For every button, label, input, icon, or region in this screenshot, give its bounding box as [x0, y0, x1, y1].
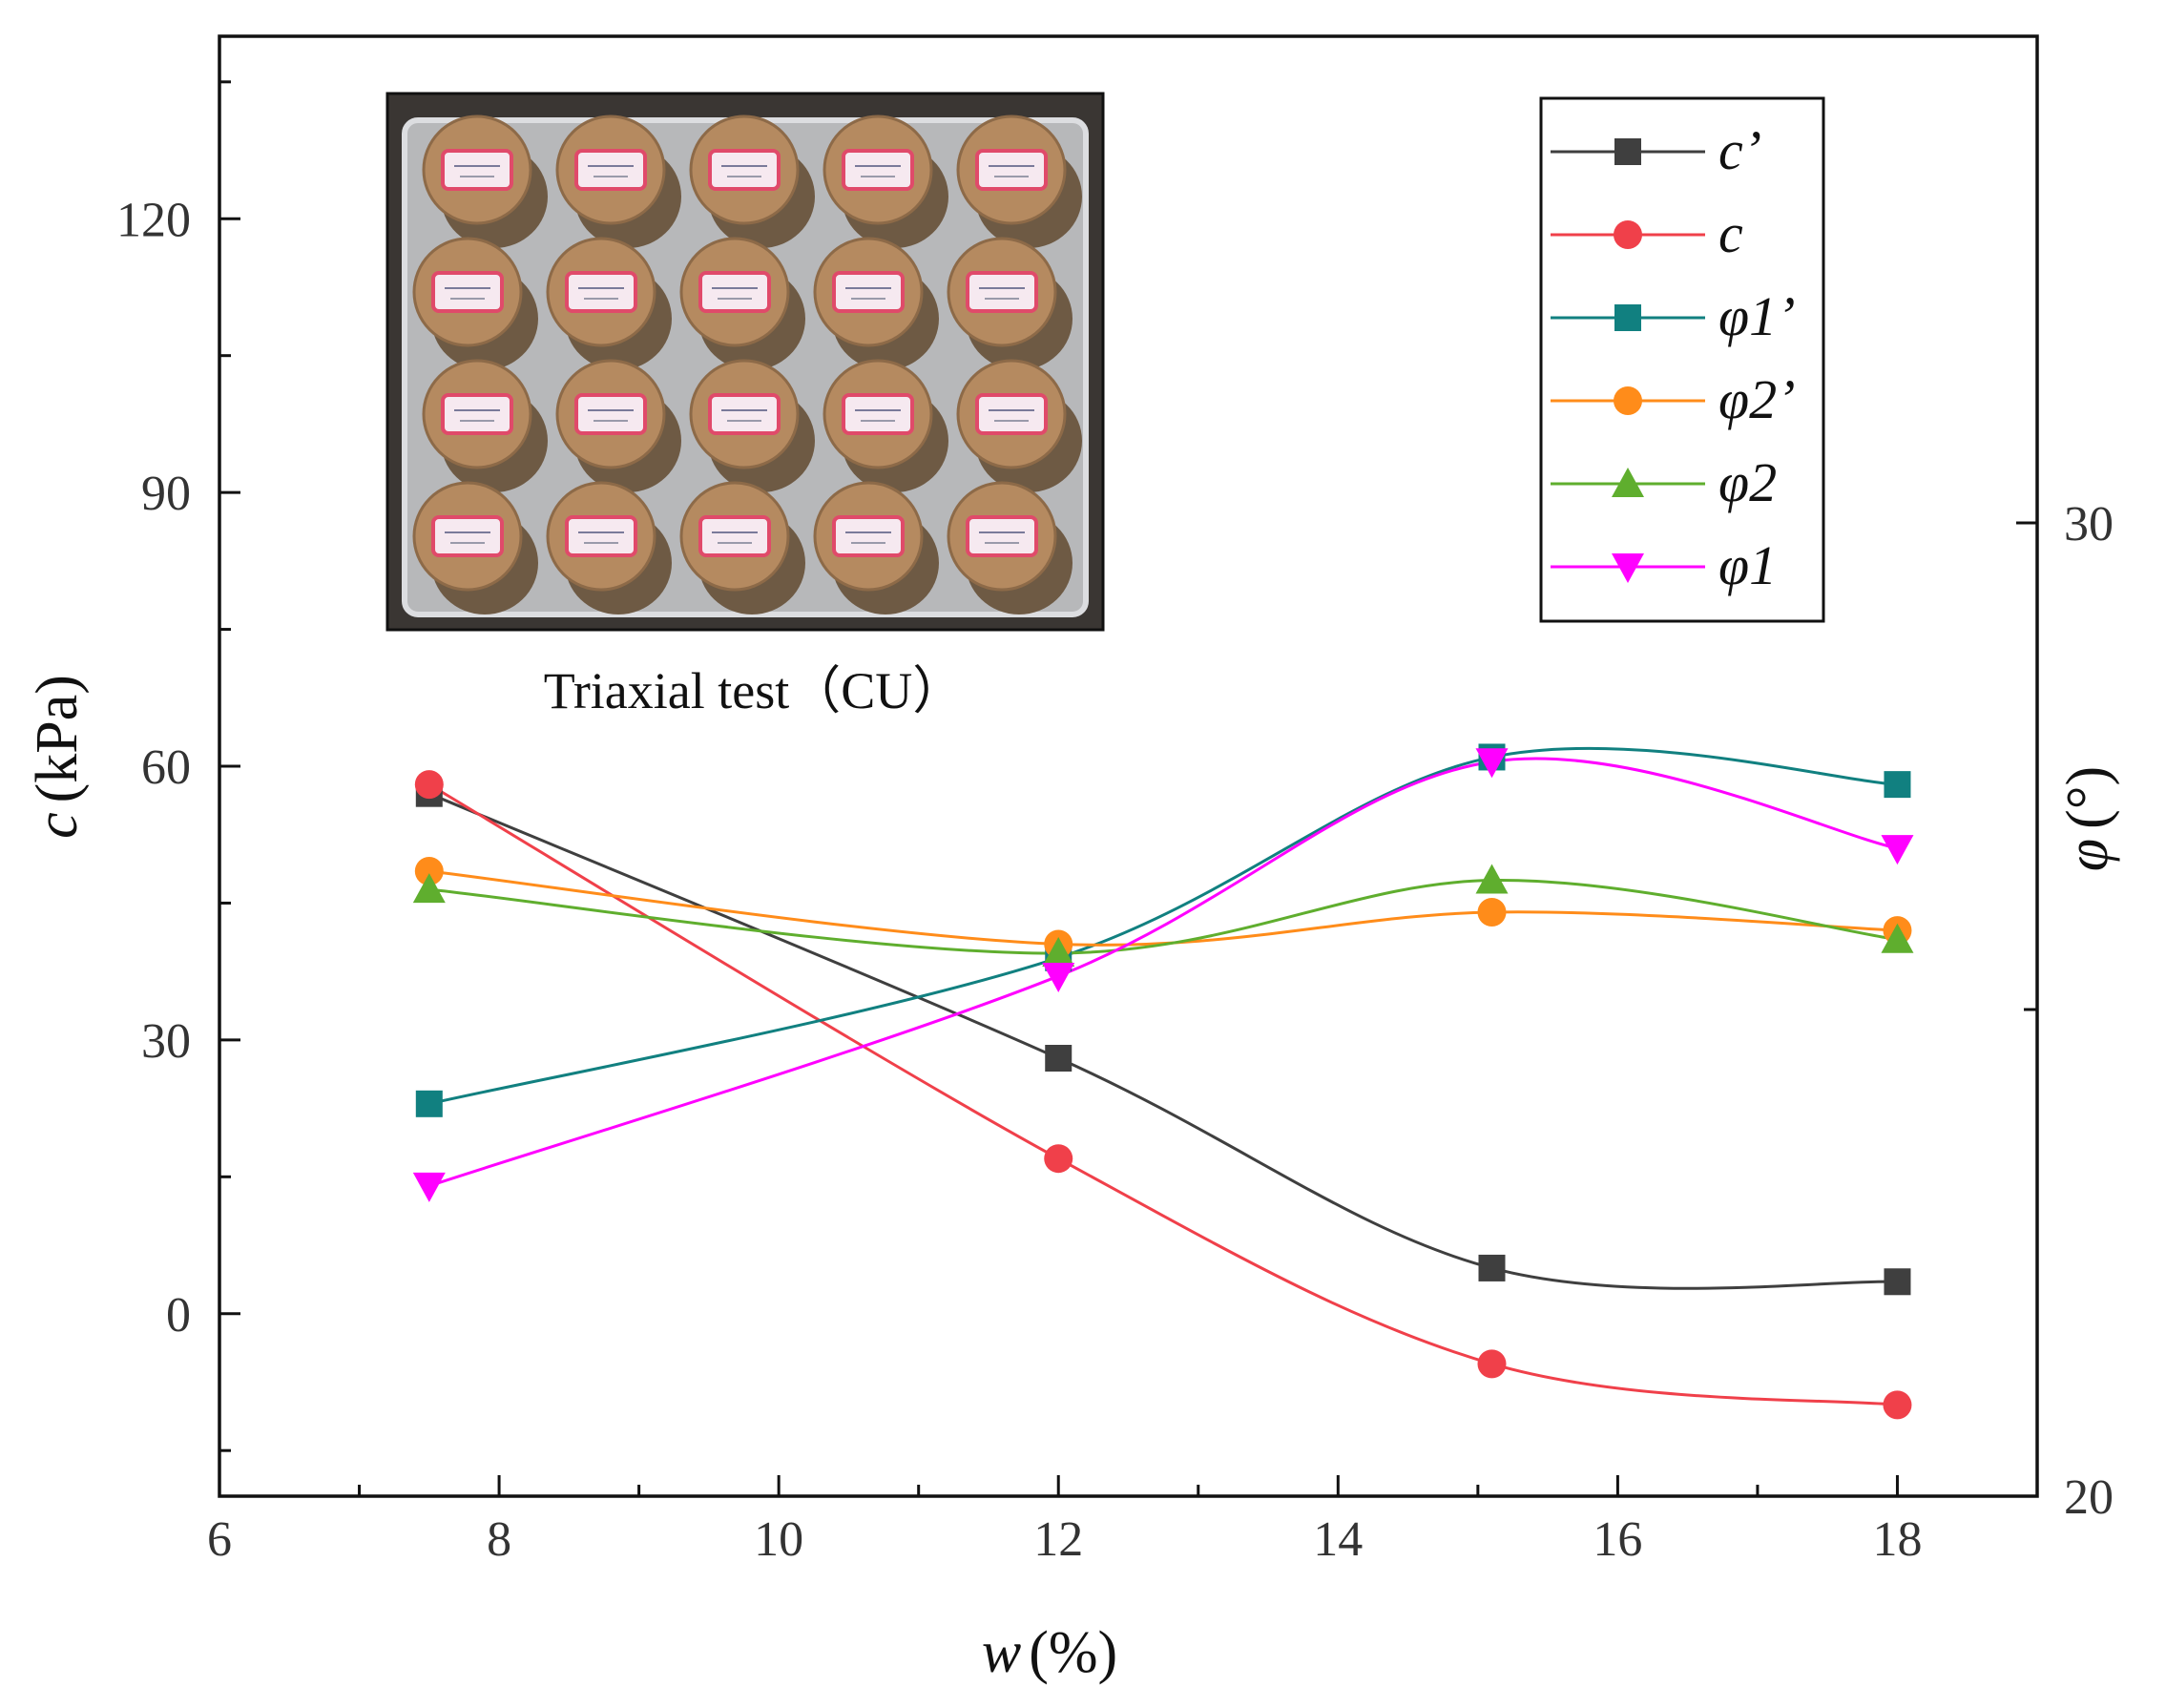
- specimen-label: [565, 515, 637, 557]
- specimen-label: [842, 393, 914, 435]
- y-left-tick-label: 120: [116, 193, 191, 247]
- data-point-c-prime: [1478, 1254, 1506, 1281]
- data-point-phi2-prime: [1477, 898, 1507, 927]
- data-point-phi2: [1475, 864, 1509, 894]
- specimen-label: [832, 515, 905, 557]
- data-point-phi1: [1475, 748, 1509, 779]
- legend-marker: [1612, 553, 1644, 583]
- series-layer: [412, 743, 1914, 1420]
- data-point-phi2-prime: [414, 856, 444, 885]
- y-axis-right-label: φ (°): [2055, 766, 2120, 871]
- y-axis-right-unit: (°): [2055, 766, 2120, 829]
- x-tick-label: 12: [1033, 1512, 1083, 1567]
- series-line-c-prime: [428, 792, 1898, 1290]
- series-line-phi2: [428, 879, 1898, 955]
- specimen-label: [565, 271, 637, 313]
- data-point-c: [1477, 1349, 1507, 1379]
- axes-layer: 6 8 10 12 14 16 18 0 30 60 90 120 20 30: [116, 34, 2114, 1567]
- data-point-c-prime: [1884, 1268, 1911, 1296]
- y-axis-left-unit: (kPa): [25, 675, 90, 802]
- data-point-phi2: [412, 873, 446, 904]
- legend-box: [1539, 96, 1825, 623]
- specimen-photo: [385, 92, 1105, 632]
- specimen-label: [842, 149, 914, 191]
- legend-marker: [1614, 304, 1641, 331]
- specimen-label: [708, 393, 781, 435]
- data-point-phi2: [1042, 937, 1075, 968]
- legend-label: c: [1718, 202, 1743, 264]
- data-point-phi1: [1042, 962, 1075, 992]
- specimen-label: [966, 515, 1038, 557]
- series-line-phi1: [428, 757, 1898, 1188]
- data-point-c: [1883, 1390, 1912, 1420]
- data-point-c: [1044, 1144, 1073, 1174]
- legend-marker: [1614, 220, 1642, 249]
- y-left-tick-label: 30: [141, 1014, 191, 1069]
- y-right-tick-label: 20: [2064, 1470, 2114, 1525]
- specimen-label: [441, 149, 513, 191]
- specimen-label: [975, 393, 1048, 435]
- x-tick-label: 6: [207, 1512, 232, 1567]
- y-axis-right-var: φ: [2055, 839, 2120, 871]
- specimen-label: [574, 149, 647, 191]
- x-axis-label: w (%): [982, 1620, 1117, 1685]
- data-point-phi1: [1881, 835, 1914, 865]
- x-axis-var: w: [982, 1620, 1021, 1685]
- x-tick-label: 18: [1872, 1512, 1922, 1567]
- specimen-label: [698, 271, 771, 313]
- specimen-label: [698, 515, 771, 557]
- legend: c’ c φ1’ φ2’ φ2 φ1: [1539, 96, 1825, 623]
- legend-marker: [1614, 386, 1642, 415]
- specimen-label: [966, 271, 1038, 313]
- legend-label: φ1’: [1718, 285, 1795, 347]
- data-point-c-prime: [1045, 1045, 1073, 1072]
- legend-marker: [1612, 468, 1644, 497]
- series-line-c: [428, 782, 1898, 1406]
- legend-label: φ1: [1718, 534, 1777, 596]
- legend-marker: [1614, 138, 1641, 165]
- y-axis-left-label: c (kPa): [25, 675, 90, 839]
- legend-label: c’: [1718, 119, 1761, 181]
- x-tick-label: 10: [754, 1512, 803, 1567]
- data-point-phi2: [1881, 923, 1914, 953]
- y-left-tick-label: 90: [141, 467, 191, 521]
- specimen-label: [431, 271, 504, 313]
- x-tick-label: 16: [1593, 1512, 1642, 1567]
- x-tick-label: 14: [1313, 1512, 1363, 1567]
- x-axis-unit: (%): [1029, 1620, 1117, 1685]
- data-point-phi1: [412, 1172, 446, 1202]
- legend-label: φ2: [1718, 451, 1777, 513]
- data-point-phi1-prime: [415, 1090, 443, 1117]
- specimen-label: [431, 515, 504, 557]
- y-left-tick-label: 60: [141, 740, 191, 795]
- y-right-tick-label: 30: [2064, 497, 2114, 552]
- series-line-phi1-prime: [428, 746, 1898, 1106]
- data-point-c: [414, 770, 444, 800]
- specimen-label: [708, 149, 781, 191]
- legend-label: φ2’: [1718, 368, 1795, 430]
- specimen-label: [832, 271, 905, 313]
- specimen-label: [441, 393, 513, 435]
- inset-caption: Triaxial test（CU）: [544, 662, 965, 719]
- specimen-label: [975, 149, 1048, 191]
- x-tick-label: 8: [487, 1512, 511, 1567]
- data-point-phi1-prime: [1884, 771, 1911, 799]
- y-left-tick-label: 0: [166, 1288, 191, 1343]
- series-line-phi2-prime: [428, 869, 1898, 947]
- specimen-label: [574, 393, 647, 435]
- y-axis-left-var: c: [25, 812, 90, 839]
